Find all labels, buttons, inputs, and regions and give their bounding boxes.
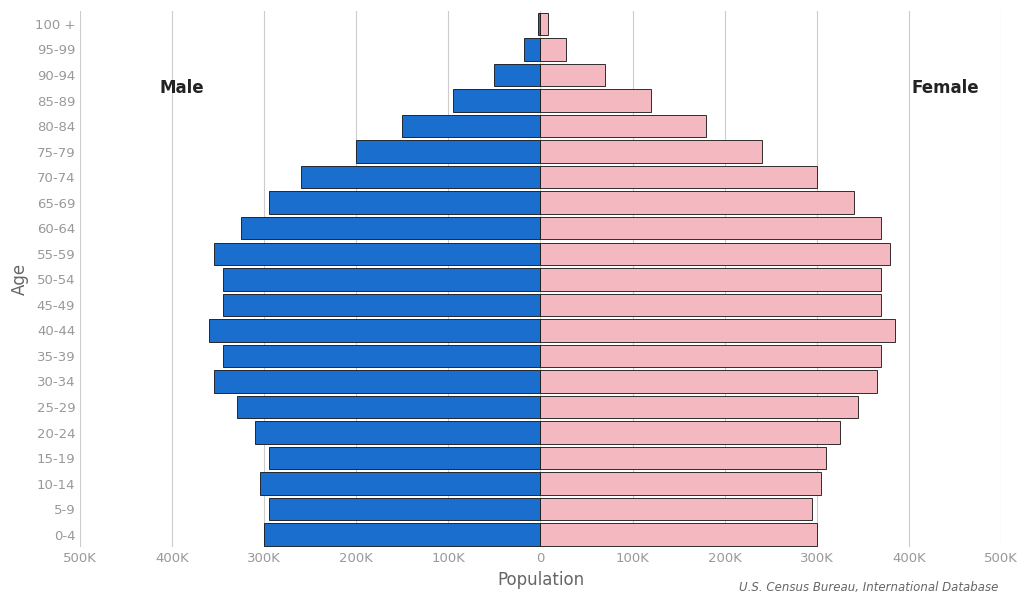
Bar bbox=[259, 472, 540, 495]
Y-axis label: Age: Age bbox=[11, 263, 29, 295]
Bar bbox=[540, 472, 821, 495]
Bar bbox=[222, 268, 540, 290]
Bar bbox=[237, 396, 540, 418]
Bar bbox=[453, 89, 540, 112]
Bar bbox=[356, 140, 540, 163]
Bar bbox=[540, 370, 877, 392]
Bar bbox=[269, 447, 540, 469]
Bar bbox=[540, 242, 890, 265]
Bar bbox=[255, 421, 540, 444]
Bar bbox=[540, 421, 840, 444]
Bar bbox=[495, 64, 540, 86]
Bar bbox=[402, 115, 540, 137]
Bar bbox=[214, 370, 540, 392]
Bar bbox=[540, 13, 547, 35]
Bar bbox=[540, 523, 817, 546]
Bar bbox=[540, 64, 605, 86]
Bar bbox=[540, 140, 761, 163]
Bar bbox=[540, 191, 854, 214]
Bar bbox=[301, 166, 540, 188]
Bar bbox=[540, 447, 826, 469]
Bar bbox=[241, 217, 540, 239]
Bar bbox=[209, 319, 540, 341]
Text: U.S. Census Bureau, International Database: U.S. Census Bureau, International Databa… bbox=[739, 581, 998, 594]
Bar bbox=[540, 166, 817, 188]
Bar bbox=[540, 89, 651, 112]
Text: Male: Male bbox=[159, 79, 204, 97]
Bar bbox=[264, 523, 540, 546]
Bar bbox=[269, 191, 540, 214]
Bar bbox=[222, 344, 540, 367]
Bar bbox=[524, 38, 540, 61]
X-axis label: Population: Population bbox=[497, 571, 584, 589]
Bar bbox=[540, 38, 566, 61]
Bar bbox=[538, 13, 540, 35]
Bar bbox=[540, 396, 858, 418]
Bar bbox=[540, 217, 881, 239]
Bar bbox=[540, 268, 881, 290]
Bar bbox=[540, 115, 706, 137]
Bar bbox=[540, 498, 812, 520]
Bar bbox=[222, 293, 540, 316]
Text: Female: Female bbox=[912, 79, 980, 97]
Bar bbox=[540, 293, 881, 316]
Bar bbox=[269, 498, 540, 520]
Bar bbox=[540, 344, 881, 367]
Bar bbox=[540, 319, 895, 341]
Bar bbox=[214, 242, 540, 265]
